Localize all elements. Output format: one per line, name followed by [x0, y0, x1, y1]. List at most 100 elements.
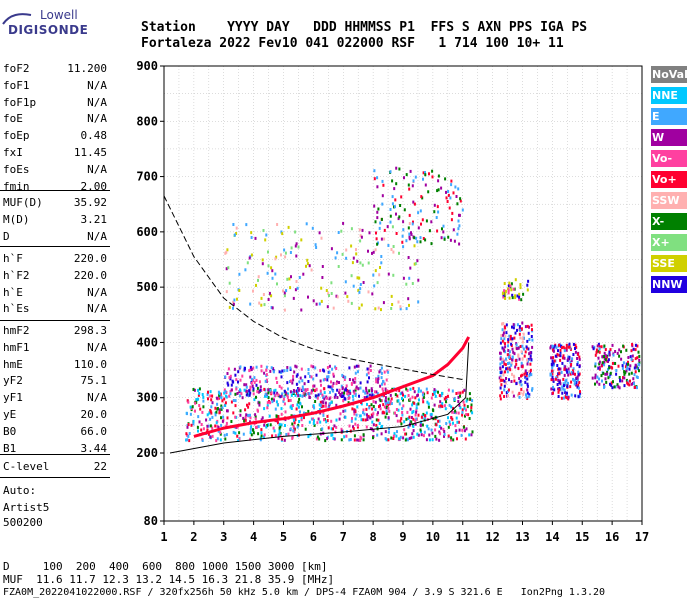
plot-frame — [163, 65, 643, 522]
echo-point — [380, 366, 383, 370]
echo-point — [500, 371, 502, 375]
echo-point — [426, 400, 429, 404]
echo-point — [433, 390, 436, 394]
echo-point — [499, 397, 502, 401]
echo-point — [504, 342, 506, 346]
echo-point — [562, 396, 565, 400]
param-value: 3.21 — [80, 212, 108, 226]
echo-point — [634, 348, 637, 352]
echo-point — [362, 438, 365, 442]
echo-point — [507, 388, 510, 392]
echo-point — [422, 237, 425, 240]
echo-point — [355, 364, 358, 368]
echo-point — [211, 394, 214, 398]
echo-point — [319, 420, 322, 424]
echo-point — [341, 395, 343, 398]
echo-point — [627, 382, 629, 386]
echo-point — [616, 383, 619, 387]
echo-point — [289, 405, 292, 409]
param-value: 298.3 — [73, 324, 107, 337]
echo-point — [254, 413, 257, 417]
echo-point — [313, 423, 316, 427]
param-name: C-level — [3, 460, 50, 473]
echo-point — [187, 400, 190, 404]
header-row-labels: Station YYYY DAY DDD HHMMSS P1 FFS S AXN… — [141, 20, 588, 35]
echo-point — [337, 265, 340, 268]
echo-point — [390, 402, 393, 405]
echo-point — [262, 229, 265, 232]
echo-point — [338, 388, 341, 392]
echo-point — [411, 411, 414, 415]
echo-point — [621, 366, 624, 370]
echo-point — [200, 423, 203, 426]
echo-point — [428, 172, 430, 176]
echo-point — [569, 385, 572, 389]
echo-point — [509, 284, 512, 288]
echo-point — [605, 356, 608, 359]
echo-point — [636, 386, 638, 390]
echo-point — [504, 292, 507, 296]
echo-point — [242, 432, 245, 436]
echo-point — [520, 298, 523, 302]
echo-point — [558, 371, 561, 375]
param-name: yF2 — [3, 374, 23, 388]
echo-point — [239, 413, 242, 417]
echo-point — [596, 344, 599, 348]
echo-point — [417, 433, 420, 437]
echo-point — [465, 427, 468, 431]
echo-point — [419, 240, 422, 244]
echo-point — [286, 366, 289, 369]
echo-point — [570, 380, 573, 384]
echo-point — [410, 436, 413, 440]
echo-point — [443, 430, 446, 433]
echo-point — [519, 379, 522, 383]
echo-point — [249, 365, 252, 369]
echo-point — [607, 360, 609, 363]
echo-point — [469, 397, 472, 401]
echo-point — [383, 228, 386, 232]
echo-point — [600, 374, 603, 378]
echo-point — [563, 367, 566, 371]
echo-point — [414, 396, 417, 400]
echo-point — [326, 396, 328, 400]
echo-point — [391, 225, 394, 229]
x-tick-label: 12 — [485, 530, 499, 544]
echo-point — [235, 425, 238, 429]
echo-point — [518, 391, 521, 395]
echo-point — [392, 250, 395, 254]
echo-point — [510, 363, 513, 367]
echo-point — [443, 237, 446, 241]
echo-point — [257, 425, 260, 429]
echo-point — [436, 205, 439, 209]
echo-point — [283, 294, 286, 298]
echo-point — [402, 245, 405, 249]
echo-point — [455, 195, 458, 198]
echo-point — [301, 405, 303, 409]
echo-point — [219, 438, 222, 442]
x-tick-label: 7 — [340, 530, 347, 544]
echo-point — [603, 385, 605, 389]
echo-point — [376, 242, 379, 246]
echo-point — [286, 368, 289, 372]
echo-point — [625, 362, 628, 366]
echo-point — [297, 392, 299, 396]
echo-point — [446, 200, 449, 203]
echo-point — [522, 392, 525, 396]
echo-point — [280, 375, 283, 379]
param-name: hmE — [3, 357, 23, 371]
logo-lowell: Lowell — [40, 8, 78, 22]
echo-point — [513, 352, 516, 356]
echo-point — [322, 413, 325, 417]
echo-point — [499, 386, 502, 390]
echo-point — [275, 376, 278, 380]
echo-point — [459, 406, 462, 410]
echo-point — [239, 394, 242, 398]
echo-point — [468, 417, 471, 420]
echo-point — [600, 345, 603, 349]
echo-point — [295, 242, 298, 246]
echo-point — [298, 397, 301, 401]
echo-point — [408, 415, 411, 419]
echo-point — [247, 405, 250, 409]
echo-point — [367, 367, 370, 371]
echo-point — [633, 382, 635, 386]
